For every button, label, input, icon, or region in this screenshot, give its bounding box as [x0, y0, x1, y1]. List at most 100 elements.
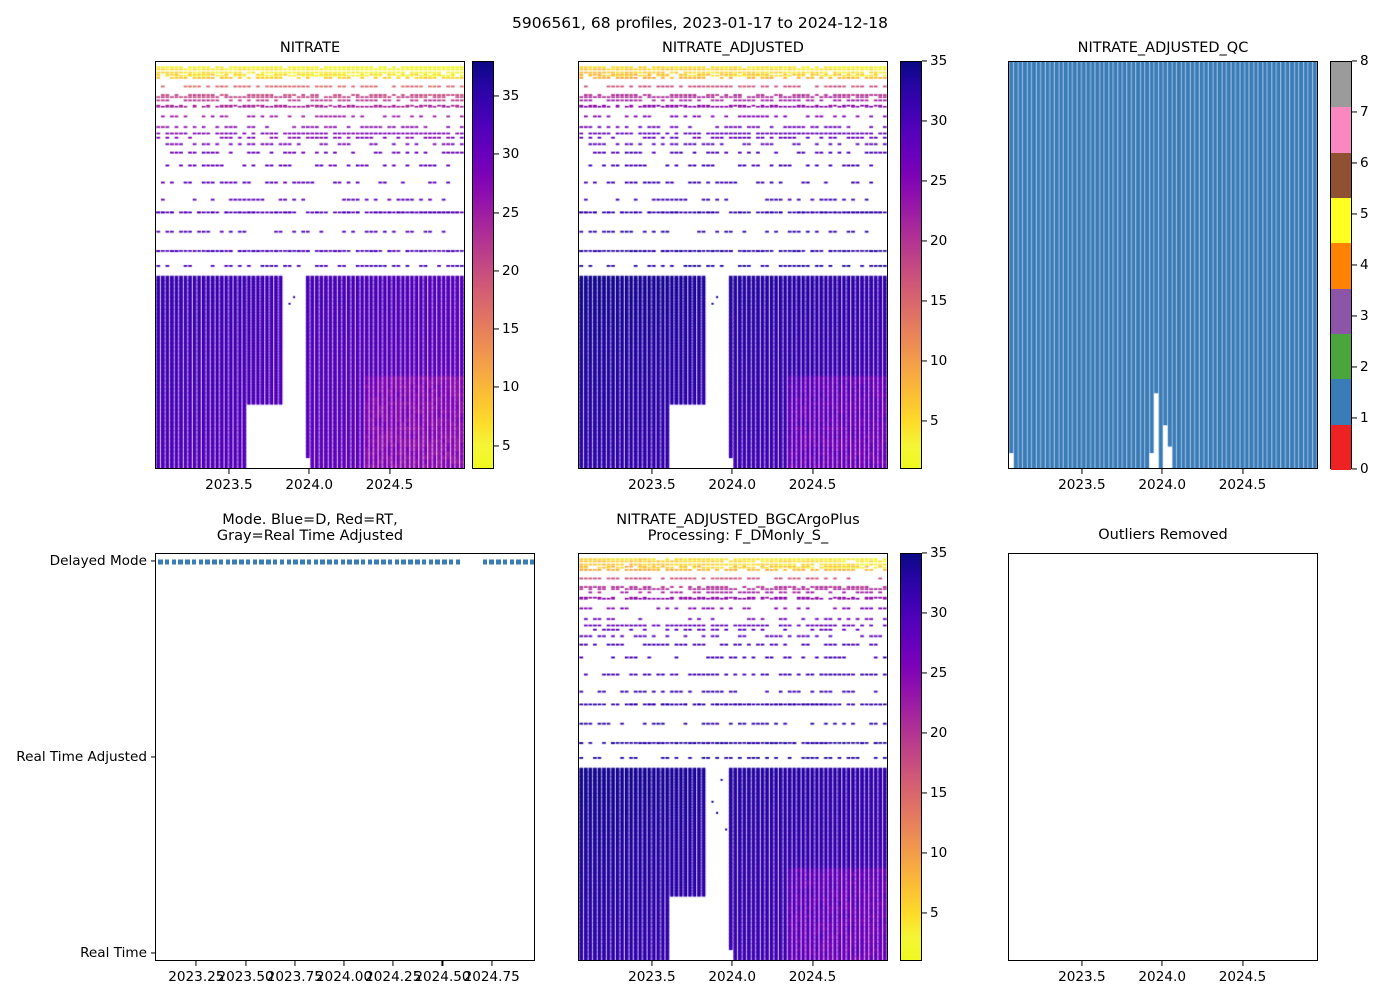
x-tick-mark [1081, 961, 1083, 966]
colorbar-tick-label: 30 [502, 146, 520, 163]
qc-colorbar-segment [1331, 198, 1351, 244]
panel-nitrate-adjusted-title: NITRATE_ADJUSTED [662, 40, 804, 56]
qc-colorbar-segment [1331, 379, 1351, 425]
colorbar-tick-mark [494, 95, 499, 97]
x-tick-label: 2024.0 [1138, 477, 1186, 493]
colorbar-tick-label: 30 [930, 113, 948, 129]
x-tick-label: 2024.5 [365, 477, 414, 493]
mode-point [489, 559, 494, 564]
mode-point [306, 559, 312, 564]
x-tick-mark [343, 961, 345, 966]
qc-colorbar-tick-mark [1352, 111, 1357, 113]
panel-outliers-removed-title: Outliers Removed [1098, 527, 1228, 543]
colorbar-tick-mark [922, 612, 927, 614]
x-tick-mark [228, 469, 230, 474]
mode-point [293, 559, 298, 564]
x-tick-label: 2023.5 [628, 477, 676, 493]
x-tick-label: 2024.5 [788, 477, 837, 493]
colorbar-tick-mark [922, 120, 927, 122]
panel-mode-title-line1: Mode. Blue=D, Red=RT, [222, 512, 398, 528]
colorbar-tick-label: 5 [502, 437, 511, 454]
mode-y-tick-mark [150, 756, 155, 758]
colorbar-nitrate-adjusted-gradient [901, 62, 921, 468]
colorbar-tick-label: 35 [930, 53, 948, 69]
colorbar-tick-mark [494, 153, 499, 155]
mode-point [496, 559, 501, 564]
x-tick-mark [294, 961, 296, 966]
colorbar-tick-label: 35 [930, 545, 948, 561]
mode-point [509, 559, 515, 564]
panel-bgcargoplus-title-line1: NITRATE_ADJUSTED_BGCArgoPlus [616, 512, 860, 528]
x-tick-label: 2024.5 [1218, 477, 1267, 493]
mode-point [218, 559, 224, 564]
x-tick-mark [1161, 961, 1163, 966]
x-tick-mark [308, 469, 310, 474]
colorbar-tick-mark [922, 300, 927, 302]
mode-point [245, 559, 251, 564]
qc-colorbar-tick-mark [1352, 315, 1357, 317]
x-tick-mark [651, 469, 653, 474]
x-tick-mark [1241, 961, 1244, 966]
x-tick-label: 2023.5 [1058, 477, 1106, 493]
x-tick-label: 2023.5 [205, 477, 253, 493]
colorbar-bgcargoplus [900, 553, 922, 961]
figure-suptitle: 5906561, 68 profiles, 2023-01-17 to 2024… [512, 14, 888, 32]
mode-point [340, 559, 346, 564]
mode-point [347, 559, 352, 564]
colorbar-tick-mark [922, 180, 927, 182]
qc-colorbar-segment [1331, 243, 1351, 289]
mode-point [367, 559, 373, 564]
colorbar-tick-label: 25 [502, 204, 520, 221]
qc-colorbar-tick-mark [1352, 264, 1357, 266]
axes-nitrate-adjusted [578, 61, 888, 469]
colorbar-bgcargoplus-gradient [901, 554, 921, 960]
mode-point [530, 559, 534, 564]
mode-y-tick-label: Real Time Adjusted [16, 749, 147, 765]
mode-point [185, 559, 190, 564]
x-tick-mark [441, 961, 443, 966]
mode-point [502, 559, 508, 564]
mode-point [279, 559, 285, 564]
panel-nitrate-title: NITRATE [279, 40, 341, 56]
x-tick-label: 2024.5 [788, 969, 837, 985]
qc-colorbar-tick-label: 4 [1360, 257, 1369, 273]
colorbar-tick-mark [922, 420, 927, 422]
mode-point [448, 559, 454, 564]
mode-point [313, 559, 319, 564]
qc-colorbar-tick-label: 2 [1360, 359, 1369, 375]
mode-point [428, 559, 434, 564]
mode-point [239, 559, 244, 564]
qc-colorbar-segment [1331, 288, 1351, 334]
colorbar-tick-mark [922, 240, 927, 242]
mode-point [259, 559, 264, 564]
mode-point [198, 559, 204, 564]
mode-point [421, 559, 427, 564]
qc-colorbar-segment [1331, 152, 1351, 198]
x-tick-mark [1081, 469, 1083, 474]
colorbar-tick-mark [922, 852, 927, 854]
x-tick-label: 2024.5 [1218, 969, 1267, 985]
x-tick-label: 2024.25 [365, 969, 422, 985]
axes-mode [155, 553, 535, 961]
axes-outliers-removed [1008, 553, 1318, 961]
mode-point [300, 559, 305, 564]
mode-point [415, 559, 420, 564]
qc-colorbar-tick-mark [1352, 417, 1357, 419]
colorbar-tick-label: 35 [502, 87, 520, 104]
mode-point [171, 559, 177, 564]
mode-point [272, 559, 278, 564]
colorbar-tick-label: 10 [502, 379, 520, 396]
x-tick-mark [1241, 469, 1244, 474]
x-tick-label: 2024.0 [285, 477, 333, 493]
mode-point [333, 559, 339, 564]
mode-point [401, 559, 406, 564]
qc-colorbar-tick-mark [1352, 162, 1357, 164]
x-tick-mark [731, 961, 733, 966]
mode-point [225, 559, 231, 564]
mode-y-tick-label: Delayed Mode [49, 553, 147, 569]
qc-colorbar-tick-mark [1352, 213, 1357, 215]
axes-bgcargoplus [578, 553, 888, 961]
mode-point [232, 559, 237, 564]
qc-colorbar-segment [1331, 334, 1351, 380]
mode-point [482, 559, 488, 564]
